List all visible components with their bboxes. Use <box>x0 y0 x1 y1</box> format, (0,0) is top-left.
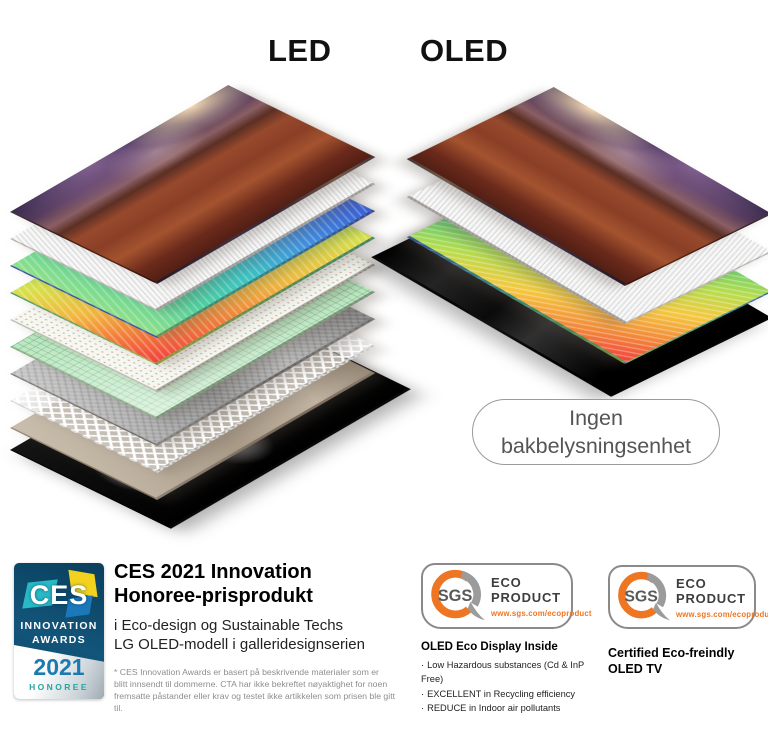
ces-innovation-awards-badge: CES INNOVATION AWARDS 2021 HONOREE <box>14 563 104 699</box>
sgs-logo-icon: SGS <box>618 571 670 621</box>
sgs-badge-text: ECO PRODUCT www.sgs.com/ecoproduct <box>676 576 768 619</box>
ces-badge-silver-band: 2021 HONOREE <box>14 645 104 699</box>
sgs-eco-product-badge: SGS ECO PRODUCT www.sgs.com/ecoproduct <box>421 563 592 629</box>
ces-award-disclaimer: * CES Innovation Awards er basert på bes… <box>114 666 404 714</box>
sgs-eco-product-badge: SGS ECO PRODUCT www.sgs.com/ecoproduct <box>608 565 768 629</box>
sgs-eco-display-certification: SGS ECO PRODUCT www.sgs.com/ecoproduct O… <box>421 563 596 716</box>
ces-award-category-line-1: i Eco-design og Sustainable Techs <box>114 617 344 634</box>
ces-award-title-line-1: CES 2021 Innovation <box>114 561 312 583</box>
sgs-tv-heading-line-1: Certified Eco-freindly <box>608 646 735 660</box>
callout-line-2: bakbelysningsenhet <box>500 434 692 458</box>
ces-disclaimer-line-1: * CES Innovation Awards er basert på bes… <box>114 666 379 677</box>
sgs-logo-icon: SGS <box>431 569 485 621</box>
ces-logo: CES <box>22 569 98 618</box>
sgs-eco-tv-certification: SGS ECO PRODUCT www.sgs.com/ecoproduct C… <box>608 565 768 678</box>
svg-text:SGS: SGS <box>438 587 473 605</box>
callout-line-1: Ingen <box>569 405 623 430</box>
ces-award-category-line-2: LG OLED-modell i galleridesignserien <box>114 635 365 653</box>
ces-honoree-label: HONOREE <box>29 682 89 692</box>
sgs-display-bullet: REDUCE in Indoor air pollutants <box>421 701 596 715</box>
sgs-badge-text: ECO PRODUCT www.sgs.com/ecoproduct <box>491 575 592 618</box>
sgs-display-bullet-list: Low Hazardous substances (Cd & InP Free)… <box>421 658 596 716</box>
ces-wordmark: CES <box>29 579 89 610</box>
sgs-tv-heading-line-2: OLED TV <box>608 662 663 677</box>
sgs-badge-url: www.sgs.com/ecoproduct <box>491 608 592 618</box>
oled-heading: OLED <box>420 33 509 68</box>
ces-year: 2021 <box>33 654 85 680</box>
sgs-display-heading: OLED Eco Display Inside <box>421 641 558 653</box>
sgs-display-bullet: Low Hazardous substances (Cd & InP Free) <box>421 658 596 687</box>
sgs-badge-title: ECO PRODUCT <box>491 574 561 605</box>
ces-award-text: CES 2021 Innovation Honoree-prisprodukt … <box>114 560 404 714</box>
ces-award-category: i Eco-design og Sustainable Techs LG OLE… <box>114 617 404 655</box>
ces-program-line-1: INNOVATION <box>20 620 98 632</box>
sgs-tv-heading: Certified Eco-freindly OLED TV <box>608 645 768 678</box>
sgs-badge-title: ECO PRODUCT <box>676 575 746 606</box>
no-backlight-callout: Ingen bakbelysningsenhet <box>472 399 720 465</box>
sgs-badge-url: www.sgs.com/ecoproduct <box>676 609 768 619</box>
sgs-display-bullet: EXCELLENT in Recycling efficiency <box>421 687 596 701</box>
ces-award-title: CES 2021 Innovation Honoree-prisprodukt <box>114 560 404 608</box>
ces-disclaimer-line-2: blitt innsendt til dommerne. CTA har ikk… <box>114 678 388 689</box>
ces-program-label: INNOVATION AWARDS <box>14 619 104 647</box>
ces-award-title-line-2: Honoree-prisprodukt <box>114 585 313 607</box>
ces-disclaimer-line-3: fremsatte påstander eller krav og testet… <box>114 690 396 713</box>
ces-program-line-2: AWARDS <box>32 634 86 647</box>
svg-text:SGS: SGS <box>624 589 658 606</box>
led-heading: LED <box>268 33 332 68</box>
